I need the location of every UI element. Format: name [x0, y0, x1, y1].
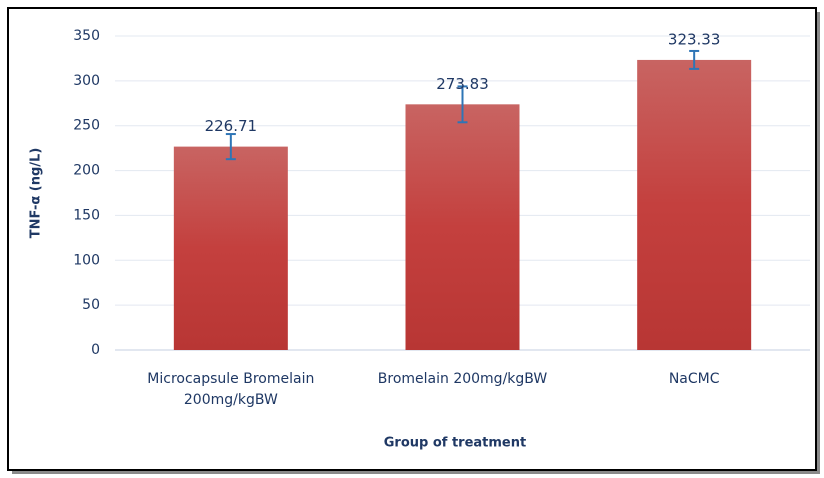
bar: [405, 104, 520, 350]
y-tick-label: 250: [73, 118, 100, 134]
x-axis-label: Group of treatment: [384, 436, 526, 451]
y-tick-label: 200: [73, 163, 100, 179]
y-tick-label: 100: [73, 252, 100, 268]
x-tick-label: Bromelain 200mg/kgBW: [377, 371, 548, 387]
x-tick-label: NaCMC: [668, 371, 720, 387]
y-axis-label: TNF-α (ng/L): [29, 148, 44, 239]
y-tick-label: 150: [73, 207, 100, 223]
y-tick-label: 0: [91, 342, 100, 358]
value-label: 226.71: [205, 117, 258, 135]
bar: [637, 59, 752, 351]
y-tick-label: 300: [73, 73, 100, 89]
value-label: 323.33: [668, 30, 721, 48]
y-tick-label: 350: [73, 28, 100, 44]
value-label: 273.83: [436, 75, 489, 93]
y-tick-label: 50: [82, 297, 100, 313]
x-tick-label: Microcapsule Bromelain 200mg/kgBW: [147, 371, 315, 408]
bar: [173, 146, 288, 350]
